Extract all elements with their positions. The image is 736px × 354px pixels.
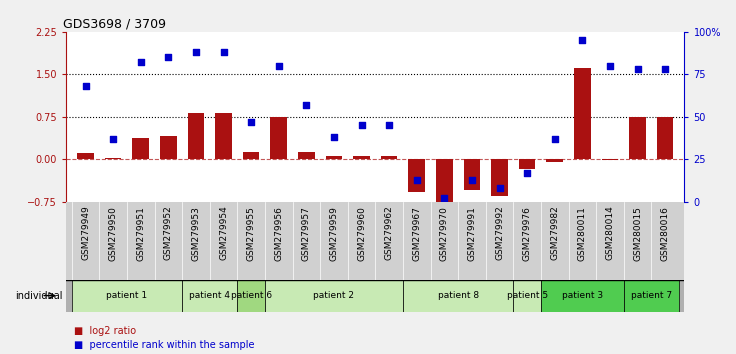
Point (521, 170, 533, 176)
Text: GSM280016: GSM280016 (661, 206, 670, 261)
Text: GSM279951: GSM279951 (136, 206, 145, 261)
Bar (574, 68, 590, 159)
Text: patient 7: patient 7 (631, 291, 672, 300)
Text: individual: individual (15, 291, 63, 301)
Text: GSM279957: GSM279957 (302, 206, 311, 261)
Bar (491, 159, 508, 196)
Text: GSM279976: GSM279976 (523, 206, 531, 261)
Bar (403, 280, 514, 312)
Point (273, 63, 285, 69)
Point (439, 195, 450, 201)
Point (494, 185, 506, 191)
Point (300, 102, 312, 108)
Point (79, 84, 91, 89)
Text: GSM280011: GSM280011 (578, 206, 587, 261)
Bar (541, 280, 623, 312)
Text: GSM279952: GSM279952 (164, 206, 173, 261)
Bar (408, 159, 425, 192)
Bar (514, 280, 541, 312)
Bar (237, 280, 265, 312)
Text: patient 6: patient 6 (230, 291, 272, 300)
Text: GSM279953: GSM279953 (191, 206, 200, 261)
Bar (160, 136, 177, 159)
Bar (623, 280, 679, 312)
Bar (436, 159, 453, 204)
Bar (215, 113, 232, 159)
Point (631, 67, 643, 72)
Bar (629, 117, 645, 159)
Text: GSM279956: GSM279956 (275, 206, 283, 261)
Bar (519, 159, 535, 170)
Point (328, 135, 340, 140)
Point (576, 38, 588, 43)
Bar (298, 152, 314, 159)
Bar (353, 156, 369, 159)
Bar (132, 138, 149, 159)
Text: GSM279967: GSM279967 (412, 206, 421, 261)
Text: GSM279954: GSM279954 (219, 206, 228, 261)
Text: GSM279982: GSM279982 (551, 206, 559, 261)
Text: patient 5: patient 5 (506, 291, 548, 300)
Text: patient 1: patient 1 (107, 291, 147, 300)
Point (163, 55, 174, 60)
Point (604, 63, 616, 69)
Point (383, 122, 395, 128)
Text: GSM279991: GSM279991 (467, 206, 476, 261)
Bar (546, 159, 563, 162)
Point (466, 177, 478, 183)
Bar (270, 117, 287, 159)
Bar (188, 113, 204, 159)
Text: GSM279955: GSM279955 (247, 206, 255, 261)
Text: patient 3: patient 3 (562, 291, 603, 300)
Bar (601, 159, 618, 160)
Text: ■  log2 ratio: ■ log2 ratio (74, 326, 135, 336)
Text: GSM279949: GSM279949 (81, 206, 90, 261)
Point (107, 136, 119, 142)
Text: GSM280014: GSM280014 (606, 206, 615, 261)
Text: ■  percentile rank within the sample: ■ percentile rank within the sample (74, 340, 254, 350)
Point (190, 50, 202, 55)
Text: GSM280015: GSM280015 (633, 206, 642, 261)
Text: GSM279962: GSM279962 (385, 206, 394, 261)
Point (245, 119, 257, 125)
Bar (464, 159, 480, 190)
Text: patient 8: patient 8 (438, 291, 478, 300)
Text: patient 2: patient 2 (314, 291, 355, 300)
Bar (183, 280, 237, 312)
Text: GDS3698 / 3709: GDS3698 / 3709 (63, 18, 166, 31)
Bar (381, 156, 397, 159)
Bar (243, 152, 259, 159)
Bar (77, 153, 93, 159)
Text: patient 4: patient 4 (189, 291, 230, 300)
Point (411, 177, 422, 183)
Point (659, 67, 671, 72)
Point (218, 50, 230, 55)
Bar (657, 117, 673, 159)
Text: GSM279970: GSM279970 (440, 206, 449, 261)
Text: GSM279960: GSM279960 (357, 206, 366, 261)
Text: GSM279950: GSM279950 (109, 206, 118, 261)
Bar (325, 156, 342, 159)
Point (355, 122, 367, 128)
Bar (265, 280, 403, 312)
Text: GSM279992: GSM279992 (495, 206, 504, 261)
Point (135, 59, 146, 65)
Bar (72, 280, 183, 312)
Text: GSM279959: GSM279959 (330, 206, 339, 261)
Bar (105, 158, 121, 159)
Point (549, 136, 561, 142)
